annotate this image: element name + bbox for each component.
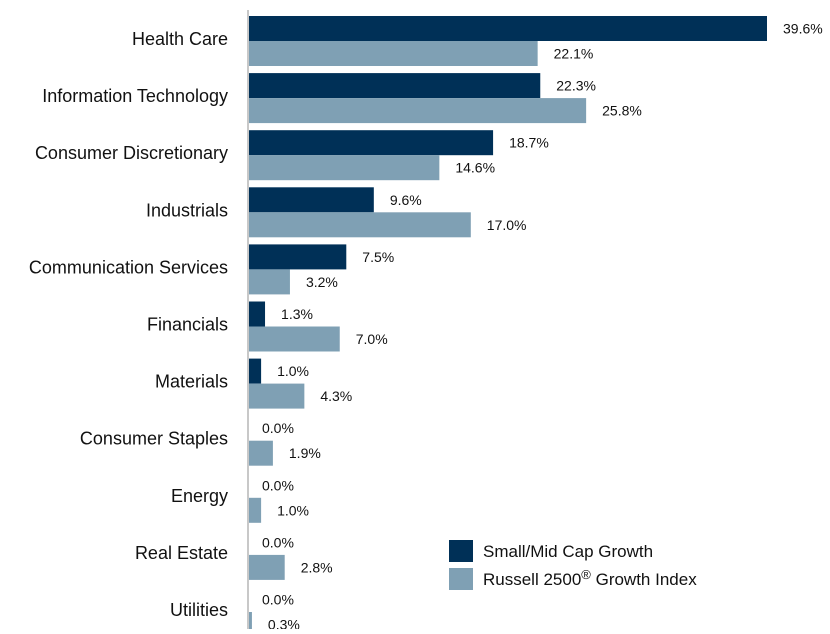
value-label-russell-2500-growth-consumer-discretionary: 14.6% [455,160,495,176]
legend-swatch-small-mid-cap-growth [449,540,473,562]
category-label-information-technology: Information Technology [42,86,228,106]
bar-russell-2500-growth-consumer-staples [248,440,273,466]
category-label-communication-services: Communication Services [29,257,228,277]
bar-small-mid-cap-growth-materials [248,358,262,384]
category-label-energy: Energy [171,486,228,506]
bar-russell-2500-growth-information-technology [248,98,587,124]
value-label-russell-2500-growth-energy: 1.0% [277,502,309,518]
value-label-russell-2500-growth-financials: 7.0% [356,331,388,347]
bar-russell-2500-growth-communication-services [248,269,290,295]
legend-label-registered-mark: ® [581,567,591,582]
value-label-russell-2500-growth-consumer-staples: 1.9% [289,445,321,461]
value-label-russell-2500-growth-information-technology: 25.8% [602,103,642,119]
value-label-small-mid-cap-growth-energy: 0.0% [262,477,294,493]
value-label-russell-2500-growth-industrials: 17.0% [487,217,527,233]
legend-label-russell-suffix: Growth Index [591,570,697,589]
legend-label-russell-name: Russell 2500 [483,570,581,589]
category-label-materials: Materials [155,372,228,392]
value-label-small-mid-cap-growth-information-technology: 22.3% [556,78,596,94]
bar-russell-2500-growth-utilities [248,612,252,634]
value-label-small-mid-cap-growth-real-estate: 0.0% [262,534,294,550]
category-label-real-estate: Real Estate [135,543,228,563]
category-label-financials: Financials [147,315,228,335]
category-label-consumer-staples: Consumer Staples [80,429,228,449]
bar-russell-2500-growth-financials [248,326,340,352]
bar-small-mid-cap-growth-health-care [248,16,767,41]
labels-layer: Health Care 39.6% 22.1% Information Technol… [29,21,823,633]
legend: Small/Mid Cap Growth Russell 2500® Growt… [449,540,697,590]
value-label-small-mid-cap-growth-financials: 1.3% [281,306,313,322]
bar-small-mid-cap-growth-consumer-discretionary [248,130,494,156]
bar-russell-2500-growth-materials [248,383,305,409]
value-label-small-mid-cap-growth-consumer-discretionary: 18.7% [509,135,549,151]
bar-small-mid-cap-growth-industrials [248,187,374,213]
bar-russell-2500-growth-industrials [248,212,471,238]
category-label-consumer-discretionary: Consumer Discretionary [35,143,228,163]
value-label-small-mid-cap-growth-communication-services: 7.5% [362,249,394,265]
bar-small-mid-cap-growth-financials [248,301,266,327]
bar-russell-2500-growth-consumer-discretionary [248,155,440,181]
bar-russell-2500-growth-real-estate [248,554,285,580]
value-label-russell-2500-growth-utilities: 0.3% [268,617,300,630]
value-label-small-mid-cap-growth-industrials: 9.6% [390,192,422,208]
value-label-small-mid-cap-growth-utilities: 0.0% [262,592,294,608]
category-label-health-care: Health Care [132,29,228,49]
category-label-utilities: Utilities [170,600,228,620]
value-label-russell-2500-growth-real-estate: 2.8% [301,559,333,575]
value-label-russell-2500-growth-materials: 4.3% [320,388,352,404]
legend-label-small-mid-cap-growth: Small/Mid Cap Growth [483,542,653,561]
value-label-russell-2500-growth-health-care: 22.1% [554,46,594,62]
bar-russell-2500-growth-health-care [248,41,538,66]
bar-small-mid-cap-growth-information-technology [248,73,541,99]
bars-layer [248,16,767,634]
category-label-industrials: Industrials [146,200,228,220]
bar-russell-2500-growth-energy [248,497,262,523]
value-label-small-mid-cap-growth-consumer-staples: 0.0% [262,420,294,436]
value-label-small-mid-cap-growth-materials: 1.0% [277,363,309,379]
legend-label-russell-2500-growth-index: Russell 2500® Growth Index [483,567,697,589]
bar-small-mid-cap-growth-communication-services [248,244,347,270]
value-label-small-mid-cap-growth-health-care: 39.6% [783,21,823,37]
legend-swatch-russell-2500-growth-index [449,568,473,590]
value-label-russell-2500-growth-communication-services: 3.2% [306,274,338,290]
